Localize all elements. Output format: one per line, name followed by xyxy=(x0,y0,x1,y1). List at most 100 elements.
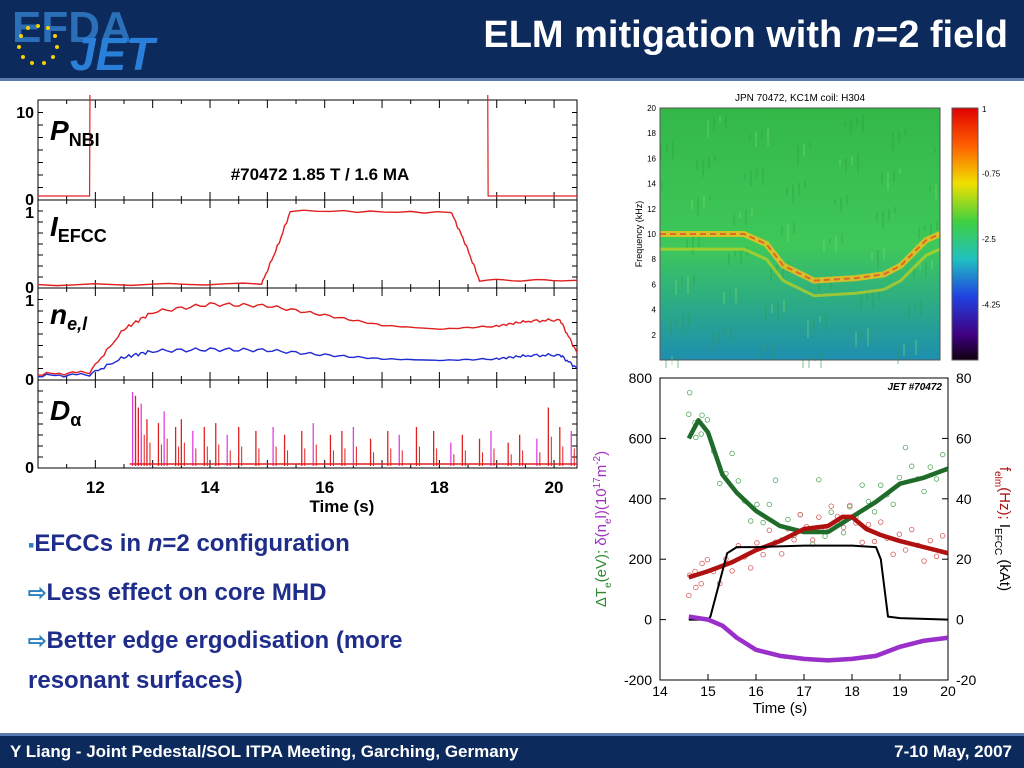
header-divider xyxy=(0,78,1024,81)
colorbar-tick-label: -4.25 xyxy=(982,301,1001,310)
y-tick-label: 10 xyxy=(647,230,656,239)
scatter-point xyxy=(933,553,940,560)
scatter-point xyxy=(933,476,940,482)
scatter-point xyxy=(902,547,909,553)
scatter-point xyxy=(865,521,872,528)
series-line xyxy=(37,209,578,287)
y-tick-label: 14 xyxy=(647,180,656,189)
arrow-bullet-icon: ⇨ xyxy=(28,580,47,605)
shot-label: #70472 1.85 T / 1.6 MA xyxy=(231,165,410,184)
y-tick-label: 20 xyxy=(647,104,656,113)
scatter-point xyxy=(878,519,884,525)
scatter-point xyxy=(748,518,754,524)
scatter-point xyxy=(693,584,699,591)
y-left-tick-label: 400 xyxy=(629,491,653,507)
scatter-point xyxy=(760,519,766,526)
arrow-bullet-icon: ⇨ xyxy=(28,628,47,653)
panel-frame xyxy=(37,199,578,289)
scatter-point xyxy=(785,516,791,523)
y-tick-label: 0 xyxy=(25,192,34,209)
scatter-point xyxy=(927,537,933,544)
scatter-point xyxy=(927,464,933,470)
x-tick-label: 18 xyxy=(430,478,449,497)
scatter-point xyxy=(939,533,946,539)
panel-label: ne,l xyxy=(50,299,88,334)
x-tick-label: 14 xyxy=(652,683,668,699)
scatter-point xyxy=(828,503,834,509)
y-right-tick-label: 60 xyxy=(956,430,972,446)
scatter-point xyxy=(809,537,816,543)
y-tick-label: 0 xyxy=(25,460,34,477)
series-line xyxy=(688,614,949,663)
scatter-point xyxy=(859,482,865,488)
y-right-tick-label: 80 xyxy=(956,370,972,386)
scatter-point xyxy=(686,411,692,417)
series-line xyxy=(688,544,949,621)
scatter-point xyxy=(729,568,735,574)
panel-label: Dα xyxy=(50,395,81,430)
x-axis-label: Time (s) xyxy=(309,497,374,516)
scatter-point xyxy=(859,539,865,546)
scatter-point xyxy=(890,551,896,558)
y-right-axis-label: felm(Hz); IEFCC (kAt) xyxy=(992,467,1013,591)
bullet-list: ▪EFCCs in n=2 configuration ⇨Less effect… xyxy=(28,520,508,701)
spectrogram-title: JPN 70472, KC1M coil: H304 xyxy=(735,93,866,104)
series-line xyxy=(38,95,577,197)
x-tick-label: 16 xyxy=(315,478,334,497)
scatter-point xyxy=(939,451,946,458)
x-tick-label: 14 xyxy=(201,478,220,497)
scatter-point xyxy=(890,501,896,507)
y-tick-label: 0 xyxy=(25,280,34,297)
scatter-point xyxy=(840,530,847,536)
efda-logo-text: EFDA xyxy=(12,3,132,52)
panel-frame xyxy=(37,379,578,469)
scatter-point xyxy=(772,477,779,483)
bullet-2: ⇨Less effect on core MHD xyxy=(28,579,327,606)
y-tick-label: 10 xyxy=(16,105,34,122)
square-bullet-icon: ▪ xyxy=(28,535,35,555)
mode-line-lower xyxy=(660,247,941,298)
y-tick-label: 2 xyxy=(652,331,657,340)
colorbar-tick-label: -0.75 xyxy=(982,170,1001,179)
scatter-point xyxy=(778,551,785,557)
colorbar xyxy=(951,107,979,361)
panel-label: PNBI xyxy=(50,115,100,150)
series-line xyxy=(686,418,949,535)
scatter-point xyxy=(865,498,872,505)
x-tick-label: 17 xyxy=(796,683,812,699)
bullet-1: ▪EFCCs in n=2 configuration xyxy=(28,530,350,557)
x-tick-label: 12 xyxy=(86,478,105,497)
x-axis-label: Time (s) xyxy=(753,700,807,717)
y-tick-label: 8 xyxy=(652,255,657,264)
colorbar-tick-label: -2.5 xyxy=(982,235,996,244)
y-left-tick-label: 0 xyxy=(644,612,652,628)
series-line xyxy=(37,302,578,376)
spectrogram-frame xyxy=(659,107,941,361)
x-tick-label: 18 xyxy=(844,683,860,699)
scatter-point xyxy=(699,560,705,567)
scatter-point xyxy=(698,580,704,587)
y-tick-label: 12 xyxy=(647,205,656,214)
scatter-point xyxy=(735,478,742,484)
scatter-point xyxy=(909,526,915,533)
scatter-point xyxy=(754,540,760,546)
scatter-point xyxy=(896,474,903,481)
scatter-point xyxy=(686,389,693,396)
y-left-tick-label: 200 xyxy=(629,551,653,567)
y-right-tick-label: 40 xyxy=(956,491,972,507)
scatter-point xyxy=(791,537,797,543)
series-line xyxy=(37,347,578,378)
y-tick-label: 16 xyxy=(647,154,656,163)
y-tick-label: 6 xyxy=(652,280,657,289)
y-left-tick-label: -200 xyxy=(624,672,652,688)
efda-jet-logo: EFDA JET xyxy=(12,3,158,76)
y-left-tick-label: 800 xyxy=(629,370,653,386)
y-tick-label: 18 xyxy=(647,129,656,138)
footer-date: 7-10 May, 2007 xyxy=(894,742,1012,761)
slide-header xyxy=(0,0,1024,78)
y-tick-label: 0 xyxy=(25,372,34,389)
scatter-point xyxy=(902,444,909,451)
scatter-point xyxy=(878,482,884,488)
scatter-point xyxy=(748,565,754,571)
